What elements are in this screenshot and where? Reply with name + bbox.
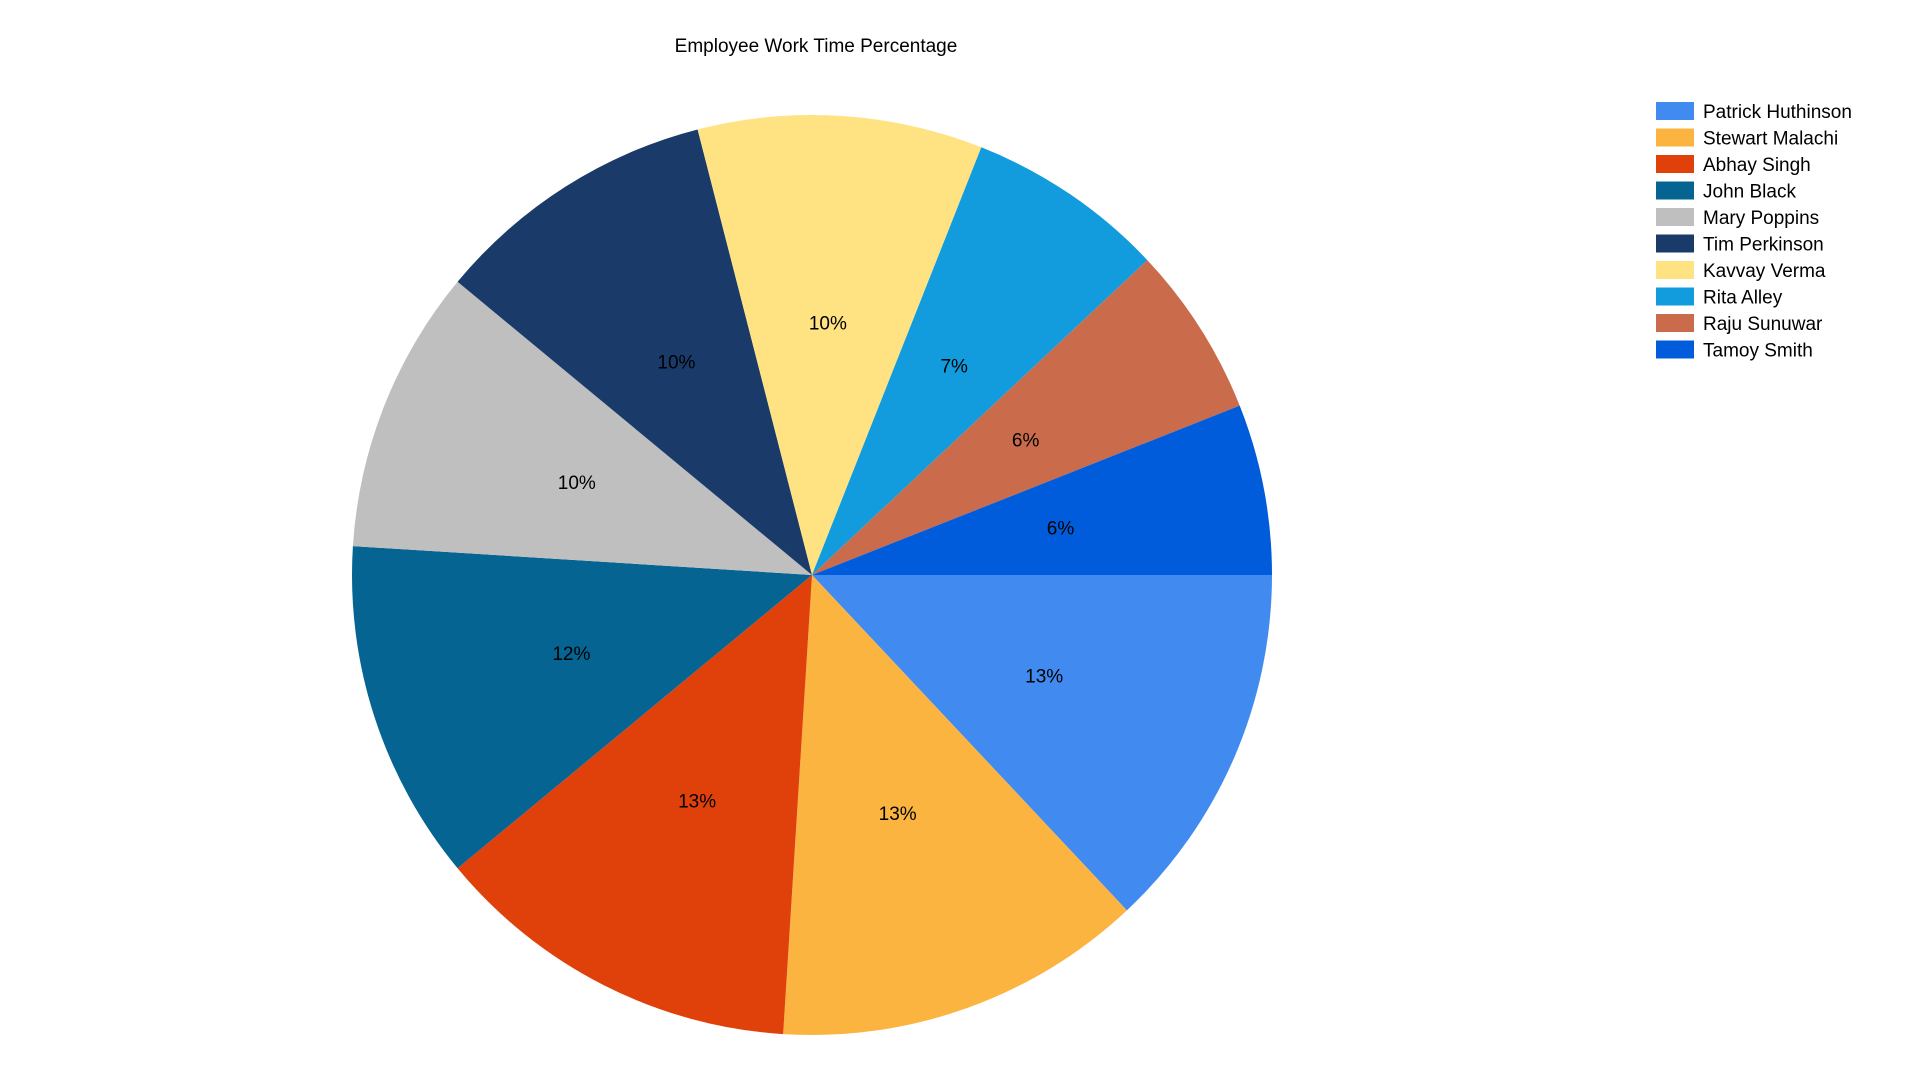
pie-slice-rita-alley — [812, 147, 1148, 576]
pie-slice-mary-poppins — [352, 281, 812, 575]
slice-label: 13% — [678, 791, 716, 812]
pie-slice-raju-sunuwar — [812, 260, 1240, 575]
slice-label: 12% — [552, 644, 590, 665]
pie-slices — [352, 115, 1272, 1035]
legend-swatch — [1656, 128, 1694, 147]
legend: Patrick Huthinson Stewart Malachi Abhay Si… — [1656, 102, 1852, 362]
pie-slice-patrick-huthinson — [812, 575, 1272, 911]
legend-swatch — [1656, 261, 1694, 279]
slice-label: 7% — [940, 357, 968, 378]
legend-swatch — [1656, 340, 1694, 359]
slice-label: 10% — [558, 473, 596, 494]
chart-title: Employee Work Time Percentage — [675, 36, 958, 57]
pie-slice-tamoy-smith — [812, 405, 1272, 575]
pie-slice-kavvay-verma — [697, 115, 982, 576]
legend-label: John Black — [1703, 182, 1796, 203]
legend-swatch — [1656, 314, 1694, 332]
legend-swatch — [1656, 102, 1694, 120]
legend-swatch — [1656, 287, 1694, 306]
slice-label: 6% — [1047, 519, 1075, 540]
legend-swatch — [1656, 181, 1694, 200]
pie-slice-abhay-singh — [457, 575, 812, 1035]
pie-slice-john-black — [352, 546, 812, 869]
slice-labels: 13% 13% 13% 12% 10% 10% 10% 7% 6% 6% — [552, 313, 1074, 825]
slice-label: 13% — [879, 804, 917, 825]
legend-label: Mary Poppins — [1703, 208, 1819, 229]
legend-swatch — [1656, 208, 1694, 226]
legend-label: Tim Perkinson — [1703, 235, 1824, 256]
legend-label: Stewart Malachi — [1703, 129, 1838, 150]
legend-label: Rita Alley — [1703, 288, 1783, 309]
slice-label: 6% — [1012, 430, 1040, 451]
slice-label: 13% — [1025, 666, 1063, 687]
pie-slice-stewart-malachi — [783, 575, 1127, 1035]
pie-slice-tim-perkinson — [457, 129, 812, 575]
legend-label: Tamoy Smith — [1703, 341, 1813, 362]
legend-label: Abhay Singh — [1703, 155, 1811, 176]
legend-swatch — [1656, 155, 1694, 173]
slice-label: 10% — [809, 313, 847, 334]
legend-swatch — [1656, 234, 1694, 253]
slice-label: 10% — [657, 352, 695, 373]
legend-label: Kavvay Verma — [1703, 261, 1826, 282]
legend-label: Raju Sunuwar — [1703, 314, 1823, 335]
legend-label: Patrick Huthinson — [1703, 102, 1852, 123]
